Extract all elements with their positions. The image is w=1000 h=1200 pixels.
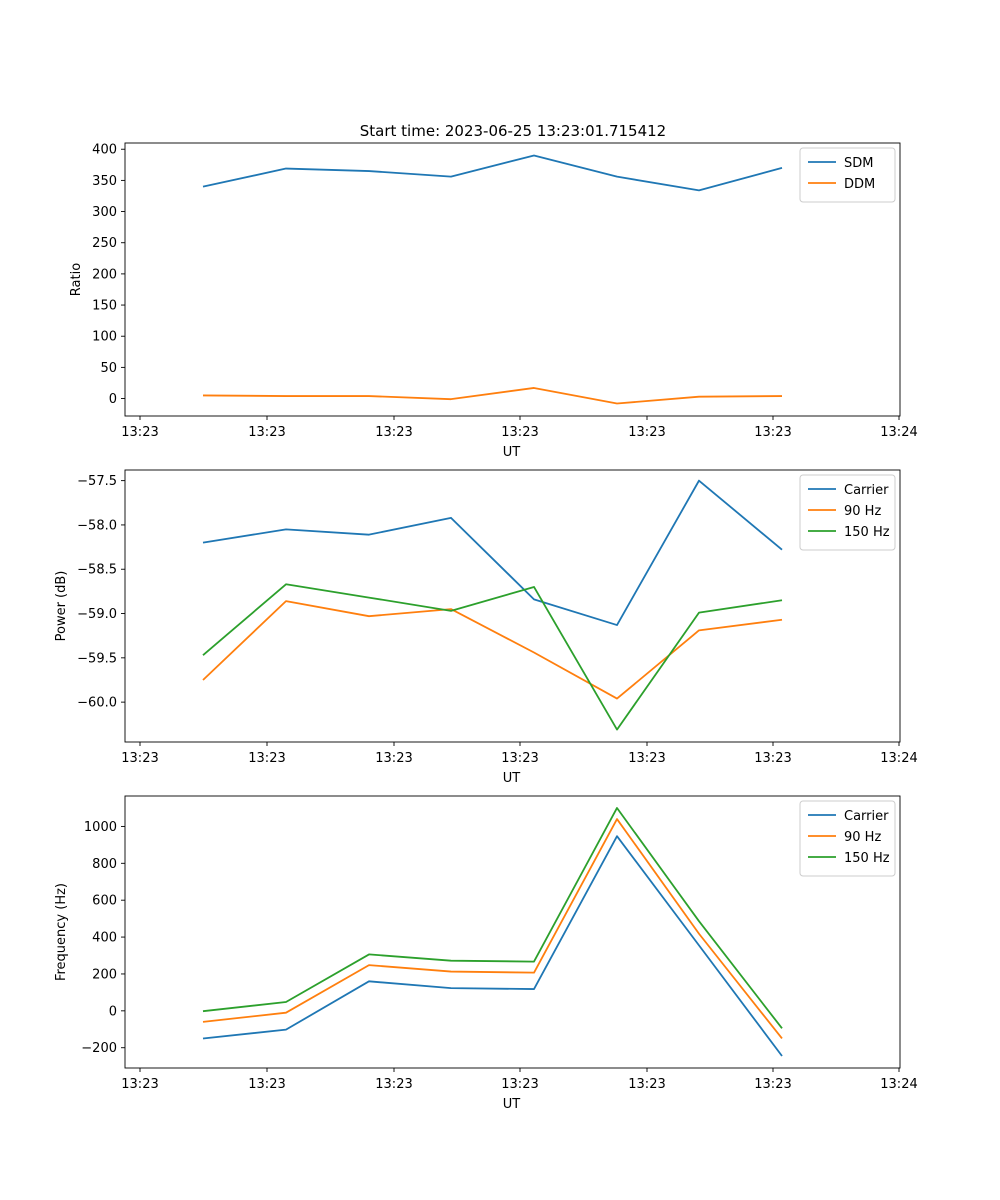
- legend: SDM DDM: [799, 147, 896, 203]
- legend-label: 150 Hz: [844, 851, 890, 866]
- x-tick-label: 13:23: [248, 425, 285, 440]
- x-tick-label: 13:23: [248, 1077, 285, 1092]
- axes-frame: [124, 795, 901, 1069]
- y-axis-label: Ratio: [69, 263, 84, 296]
- y-tick-label: 0: [109, 392, 117, 407]
- series-line-carrier: [202, 479, 783, 626]
- y-tick-label: −58.5: [77, 563, 117, 578]
- y-axis-label: Power (dB): [54, 571, 69, 642]
- y-tick-label: −59.0: [77, 607, 117, 622]
- x-tick-label: 13:23: [501, 751, 538, 766]
- y-tick-label: 0: [109, 1004, 117, 1019]
- x-tick-label: 13:23: [754, 1077, 791, 1092]
- legend-label: 90 Hz: [844, 830, 881, 845]
- x-tick-label: 13:23: [754, 751, 791, 766]
- y-tick-label: −58.0: [77, 518, 117, 533]
- series-line-carrier: [202, 835, 783, 1057]
- y-tick-label: 800: [92, 857, 117, 872]
- y-tick-label: −57.5: [77, 474, 117, 489]
- y-tick-label: −59.5: [77, 651, 117, 666]
- figure-title: Start time: 2023-06-25 13:23:01.715412: [360, 122, 666, 140]
- y-tick-label: 400: [92, 143, 117, 158]
- y-tick-label: 200: [92, 967, 117, 982]
- series-line-150-hz: [202, 583, 783, 731]
- x-tick-label: 13:24: [880, 751, 917, 766]
- chart-panel-1: 13:23 13:23 13:23 13:23 13:23 13:23 13:24 UT 0 50…: [69, 142, 918, 460]
- legend-label: 150 Hz: [844, 525, 890, 540]
- series-line-sdm: [202, 154, 783, 192]
- y-tick-label: 200: [92, 267, 117, 282]
- x-tick-label: 13:23: [375, 425, 412, 440]
- x-tick-label: 13:23: [375, 751, 412, 766]
- legend-label: Carrier: [844, 483, 889, 498]
- x-tick-label: 13:23: [121, 1077, 158, 1092]
- x-axis-label: UT: [503, 771, 521, 786]
- x-tick-label: 13:23: [754, 425, 791, 440]
- y-tick-label: 300: [92, 205, 117, 220]
- x-tick-label: 13:23: [501, 1077, 538, 1092]
- legend-label: DDM: [844, 177, 875, 192]
- legend-label: SDM: [844, 156, 873, 171]
- x-tick-label: 13:24: [880, 425, 917, 440]
- series-line-ddm: [202, 387, 783, 405]
- chart-panel-3: 13:23 13:23 13:23 13:23 13:23 13:23 13:24 UT −20…: [54, 795, 918, 1112]
- legend-label: Carrier: [844, 809, 889, 824]
- legend: Carrier 90 Hz 150 Hz: [799, 800, 896, 877]
- x-tick-label: 13:23: [248, 751, 285, 766]
- y-tick-label: −200: [81, 1041, 117, 1056]
- y-tick-label: 50: [100, 361, 117, 376]
- axes-frame: [124, 469, 901, 743]
- axes-frame: [124, 142, 901, 417]
- x-tick-label: 13:23: [121, 751, 158, 766]
- y-tick-label: 350: [92, 174, 117, 189]
- y-tick-label: 400: [92, 931, 117, 946]
- x-tick-label: 13:24: [880, 1077, 917, 1092]
- chart-panel-2: 13:23 13:23 13:23 13:23 13:23 13:23 13:24 UT −60…: [54, 469, 918, 786]
- x-axis-label: UT: [503, 1097, 521, 1112]
- y-tick-label: 1000: [84, 820, 117, 835]
- y-axis-label: Frequency (Hz): [54, 883, 69, 981]
- series-line-150-hz: [202, 807, 783, 1029]
- x-axis-label: UT: [503, 445, 521, 460]
- y-tick-label: 150: [92, 299, 117, 314]
- legend: Carrier 90 Hz 150 Hz: [799, 474, 896, 551]
- x-tick-label: 13:23: [375, 1077, 412, 1092]
- y-tick-label: 100: [92, 330, 117, 345]
- series-line-90-hz: [202, 600, 783, 700]
- series-line-90-hz: [202, 818, 783, 1040]
- legend-label: 90 Hz: [844, 504, 881, 519]
- y-tick-label: 250: [92, 236, 117, 251]
- x-tick-label: 13:23: [628, 1077, 665, 1092]
- y-tick-label: 600: [92, 894, 117, 909]
- x-tick-label: 13:23: [501, 425, 538, 440]
- x-tick-label: 13:23: [121, 425, 158, 440]
- x-tick-label: 13:23: [628, 425, 665, 440]
- y-tick-label: −60.0: [77, 696, 117, 711]
- x-tick-label: 13:23: [628, 751, 665, 766]
